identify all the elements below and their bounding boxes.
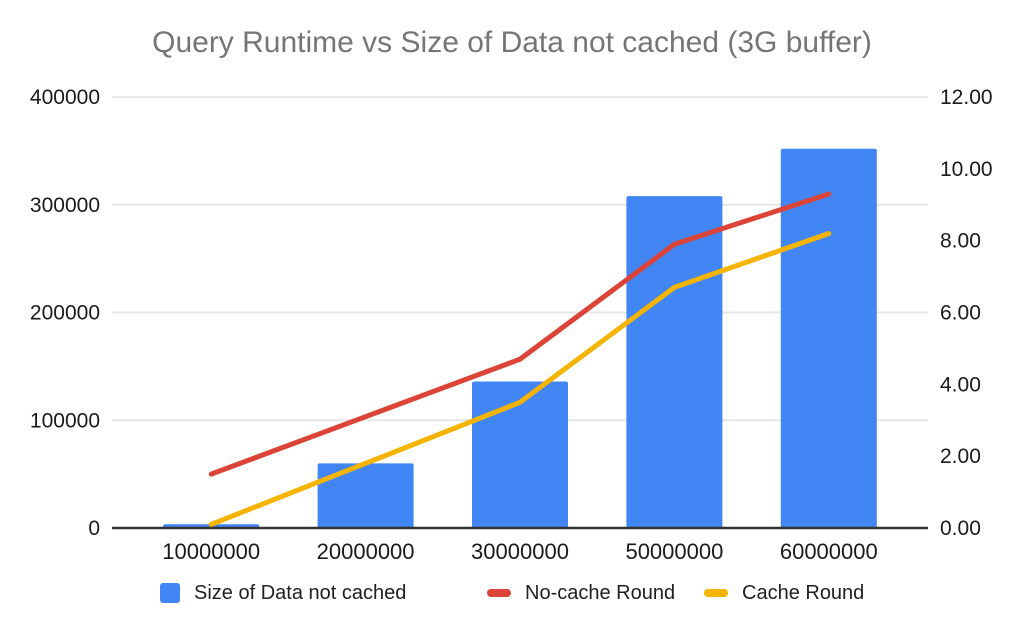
right-axis-tick-label: 8.00 — [940, 230, 981, 253]
x-axis-category-label: 20000000 — [317, 539, 415, 564]
left-axis-tick-label: 0 — [88, 517, 100, 540]
x-axis-category-label: 60000000 — [780, 539, 878, 564]
legend-swatch-bars-icon — [160, 583, 180, 603]
left-axis-tick-label: 200000 — [30, 302, 100, 325]
right-axis-tick-label: 6.00 — [940, 302, 981, 325]
x-axis-category-label: 10000000 — [162, 539, 260, 564]
right-axis-tick-label: 2.00 — [940, 445, 981, 468]
x-axis-category-label: 50000000 — [625, 539, 723, 564]
legend-swatch-no-cache-icon — [487, 589, 511, 597]
legend-swatch-cache-icon — [704, 589, 728, 597]
chart-title: Query Runtime vs Size of Data not cached… — [152, 26, 872, 59]
left-axis-tick-label: 300000 — [30, 194, 100, 217]
right-axis-tick-label: 4.00 — [940, 373, 981, 396]
line-series — [208, 230, 832, 527]
legend-label-bars: Size of Data not cached — [194, 581, 407, 604]
x-axis-category-label: 30000000 — [471, 539, 569, 564]
right-axis-tick-label: 10.00 — [940, 158, 993, 181]
left-axis-tick-label: 400000 — [30, 86, 100, 109]
bar — [317, 463, 414, 528]
line-series — [208, 191, 832, 477]
left-axis-tick-label: 100000 — [30, 409, 100, 432]
legend-item-cache-round: Cache Round — [704, 580, 864, 606]
right-axis-tick-label: 12.00 — [940, 86, 993, 109]
bar — [472, 381, 568, 528]
legend-item-no-cache-round: No-cache Round — [487, 580, 675, 606]
right-axis-tick-label: 0.00 — [940, 517, 981, 540]
legend-item-bars: Size of Data not cached — [160, 580, 406, 606]
legend-label-cache: Cache Round — [742, 581, 865, 604]
legend-label-no-cache: No-cache Round — [525, 581, 676, 604]
